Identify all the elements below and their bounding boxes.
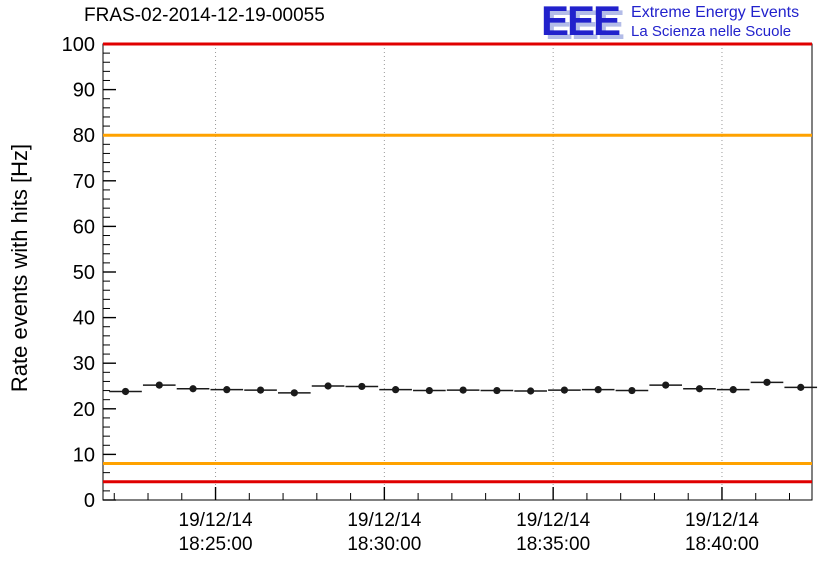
x-tick-label-time: 18:30:00 xyxy=(347,534,421,555)
eee-logo-line1: Extreme Energy Events xyxy=(631,4,800,21)
data-point-marker xyxy=(290,389,298,397)
y-tick-label: 90 xyxy=(73,80,95,102)
data-point-marker xyxy=(560,386,569,394)
y-tick-label: 70 xyxy=(73,171,95,193)
data-point-marker xyxy=(527,387,535,395)
chart-title: FRAS-02-2014-12-19-00055 xyxy=(84,5,325,26)
eee-logo: EEE Extreme Energy Events La Scienza nel… xyxy=(541,0,799,44)
data-point-marker xyxy=(121,387,130,396)
data-point-marker xyxy=(662,381,670,389)
data-point-marker xyxy=(493,386,501,395)
y-tick-label: 0 xyxy=(84,490,95,512)
eee-logo-line2: La Scienza nelle Scuole xyxy=(631,23,792,40)
x-tick-label-time: 18:40:00 xyxy=(685,534,759,555)
data-series-rate-events-with-hits xyxy=(109,378,818,397)
data-point-marker xyxy=(256,386,265,394)
y-tick-label: 10 xyxy=(73,444,95,466)
data-point-marker xyxy=(797,383,805,391)
threshold-lines xyxy=(103,42,812,484)
y-tick-label: 80 xyxy=(73,125,95,147)
y-axis-title: Rate events with hits [Hz] xyxy=(7,143,32,393)
y-axis: 0 10 20 30 40 50 60 70 80 90 100 xyxy=(62,34,116,512)
data-point-marker xyxy=(763,378,771,386)
data-point-marker xyxy=(358,382,366,391)
y-tick-label: 20 xyxy=(73,399,95,421)
eee-wordmark: EEE xyxy=(541,0,621,44)
y-tick-label: 100 xyxy=(62,34,95,56)
x-tick-label-date: 19/12/14 xyxy=(179,510,253,531)
y-tick-label: 50 xyxy=(73,262,95,284)
gridlines xyxy=(215,44,723,500)
data-point-marker xyxy=(628,386,636,395)
data-point-marker xyxy=(223,386,231,394)
data-point-marker xyxy=(324,382,332,390)
eee-logo-text: Extreme Energy Events La Scienza nelle S… xyxy=(631,1,799,42)
x-tick-label-date: 19/12/14 xyxy=(516,510,590,531)
y-tick-label: 60 xyxy=(73,216,95,238)
data-point-marker xyxy=(189,385,197,393)
data-point-marker xyxy=(729,386,737,394)
x-tick-label-time: 18:25:00 xyxy=(179,534,253,555)
x-axis: 19/12/14 18:25:00 19/12/14 18:30:00 19/12/14… xyxy=(113,487,790,555)
x-tick-label-date: 19/12/14 xyxy=(347,510,421,531)
x-tick-label-date: 19/12/14 xyxy=(685,510,759,531)
y-tick-label: 40 xyxy=(73,308,95,330)
data-point-marker xyxy=(155,381,163,389)
data-point-marker xyxy=(392,386,400,394)
data-point-marker xyxy=(695,385,704,393)
data-point-marker xyxy=(594,386,602,394)
data-point-marker xyxy=(459,386,467,394)
x-tick-label-time: 18:35:00 xyxy=(516,534,590,555)
y-tick-label: 30 xyxy=(73,353,95,375)
plot-frame xyxy=(102,43,813,501)
data-point-marker xyxy=(425,386,433,395)
